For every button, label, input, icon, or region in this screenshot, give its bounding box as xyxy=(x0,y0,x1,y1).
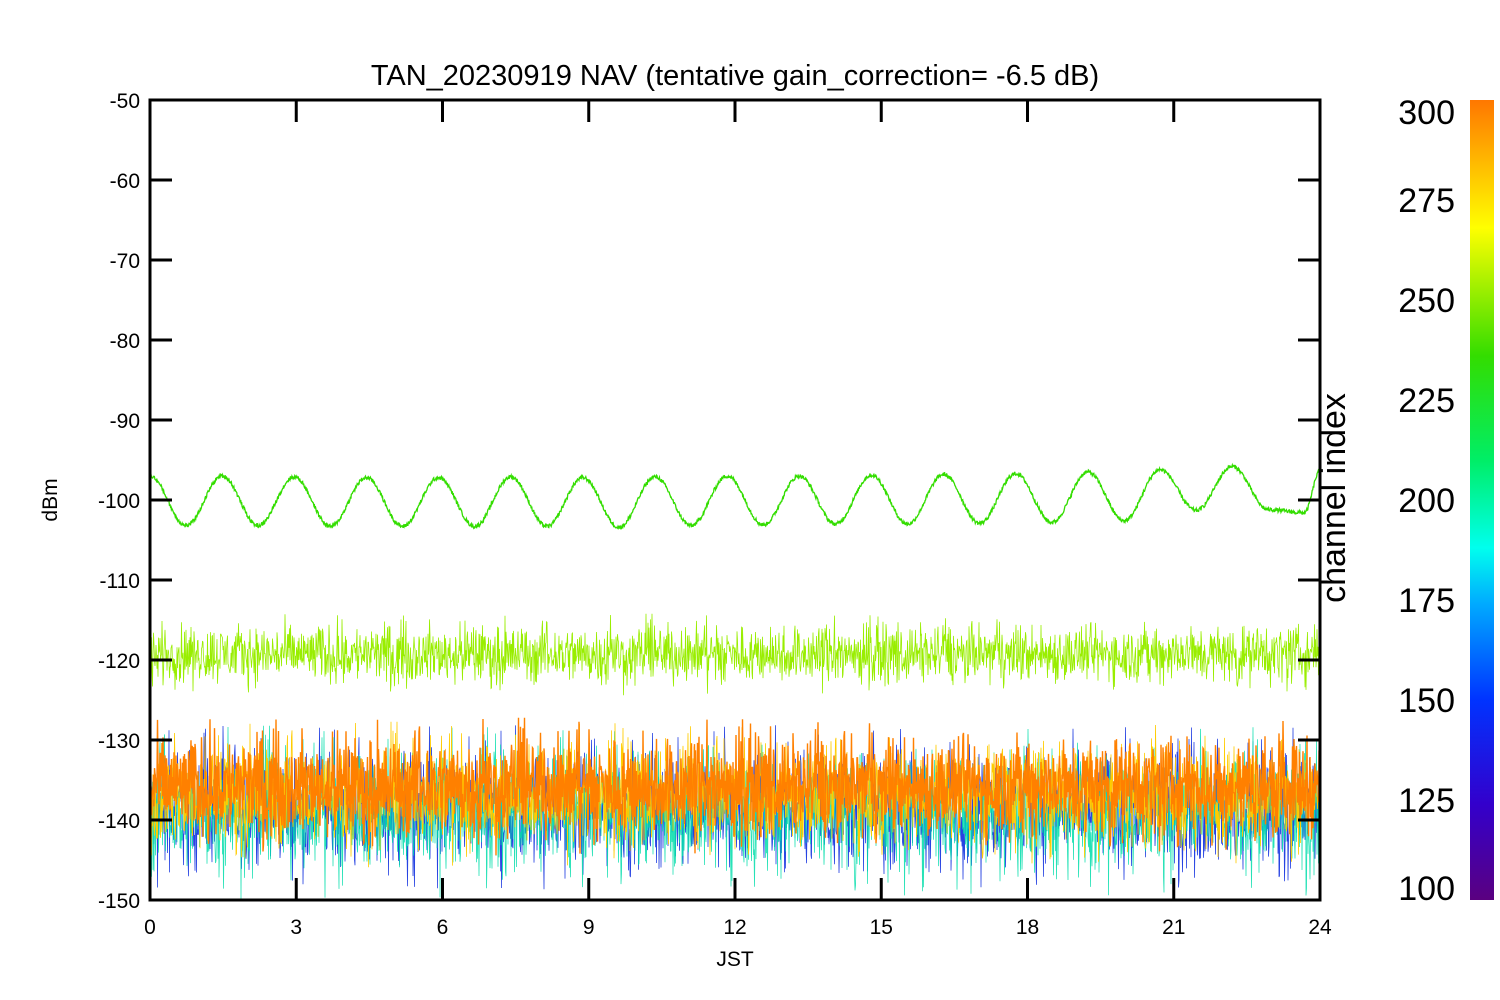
y-axis: -50 -60 -70 -80 -90 -100 -110 -120 -130 -140 -150 xyxy=(98,90,1320,913)
y-tick-label: -110 xyxy=(100,570,140,593)
y-tick-label: -80 xyxy=(110,330,140,353)
series-line-ch265 xyxy=(150,613,1320,696)
colorbar-ticks: 300 275 250 225 200 175 150 125 100 xyxy=(1398,94,1455,908)
y-tick-label: -120 xyxy=(98,650,140,673)
y-tick-label: -140 xyxy=(98,810,140,833)
x-tick-label: 3 xyxy=(290,916,302,939)
x-axis: 0 3 6 9 12 15 18 21 24 xyxy=(144,100,1332,939)
x-axis-title: JST xyxy=(716,948,754,971)
colorbar-tick-label: 125 xyxy=(1398,782,1455,820)
plot-data xyxy=(150,462,1320,900)
y-tick-label: -70 xyxy=(110,250,140,273)
x-tick-label: 15 xyxy=(870,916,893,939)
colorbar-title: channel index xyxy=(1315,393,1353,603)
colorbar-tick-label: 175 xyxy=(1398,582,1455,620)
colorbar xyxy=(1470,100,1494,900)
x-tick-label: 0 xyxy=(144,916,156,939)
series-line-ch295 xyxy=(150,717,1320,856)
colorbar-tick-label: 250 xyxy=(1398,282,1455,320)
y-axis-title: dBm xyxy=(39,478,62,521)
chart-title: TAN_20230919 NAV (tentative gain_correct… xyxy=(371,60,1099,92)
colorbar-tick-label: 300 xyxy=(1398,94,1455,132)
x-tick-label: 6 xyxy=(437,916,449,939)
x-tick-label: 9 xyxy=(583,916,595,939)
y-tick-label: -150 xyxy=(98,890,140,913)
colorbar-tick-label: 225 xyxy=(1398,382,1455,420)
x-tick-label: 12 xyxy=(723,916,746,939)
colorbar-tick-label: 275 xyxy=(1398,182,1455,220)
colorbar-tick-label: 150 xyxy=(1398,682,1455,720)
x-tick-label: 24 xyxy=(1308,916,1332,939)
x-tick-label: 21 xyxy=(1162,916,1185,939)
y-tick-label: -60 xyxy=(110,170,140,193)
series-line-ch240 xyxy=(150,462,1320,530)
y-tick-label: -100 xyxy=(98,490,140,513)
y-tick-label: -50 xyxy=(110,90,140,113)
y-tick-label: -90 xyxy=(110,410,140,433)
y-tick-label: -130 xyxy=(98,730,140,753)
colorbar-tick-label: 100 xyxy=(1398,870,1455,908)
x-tick-label: 18 xyxy=(1016,916,1039,939)
colorbar-tick-label: 200 xyxy=(1398,482,1455,520)
